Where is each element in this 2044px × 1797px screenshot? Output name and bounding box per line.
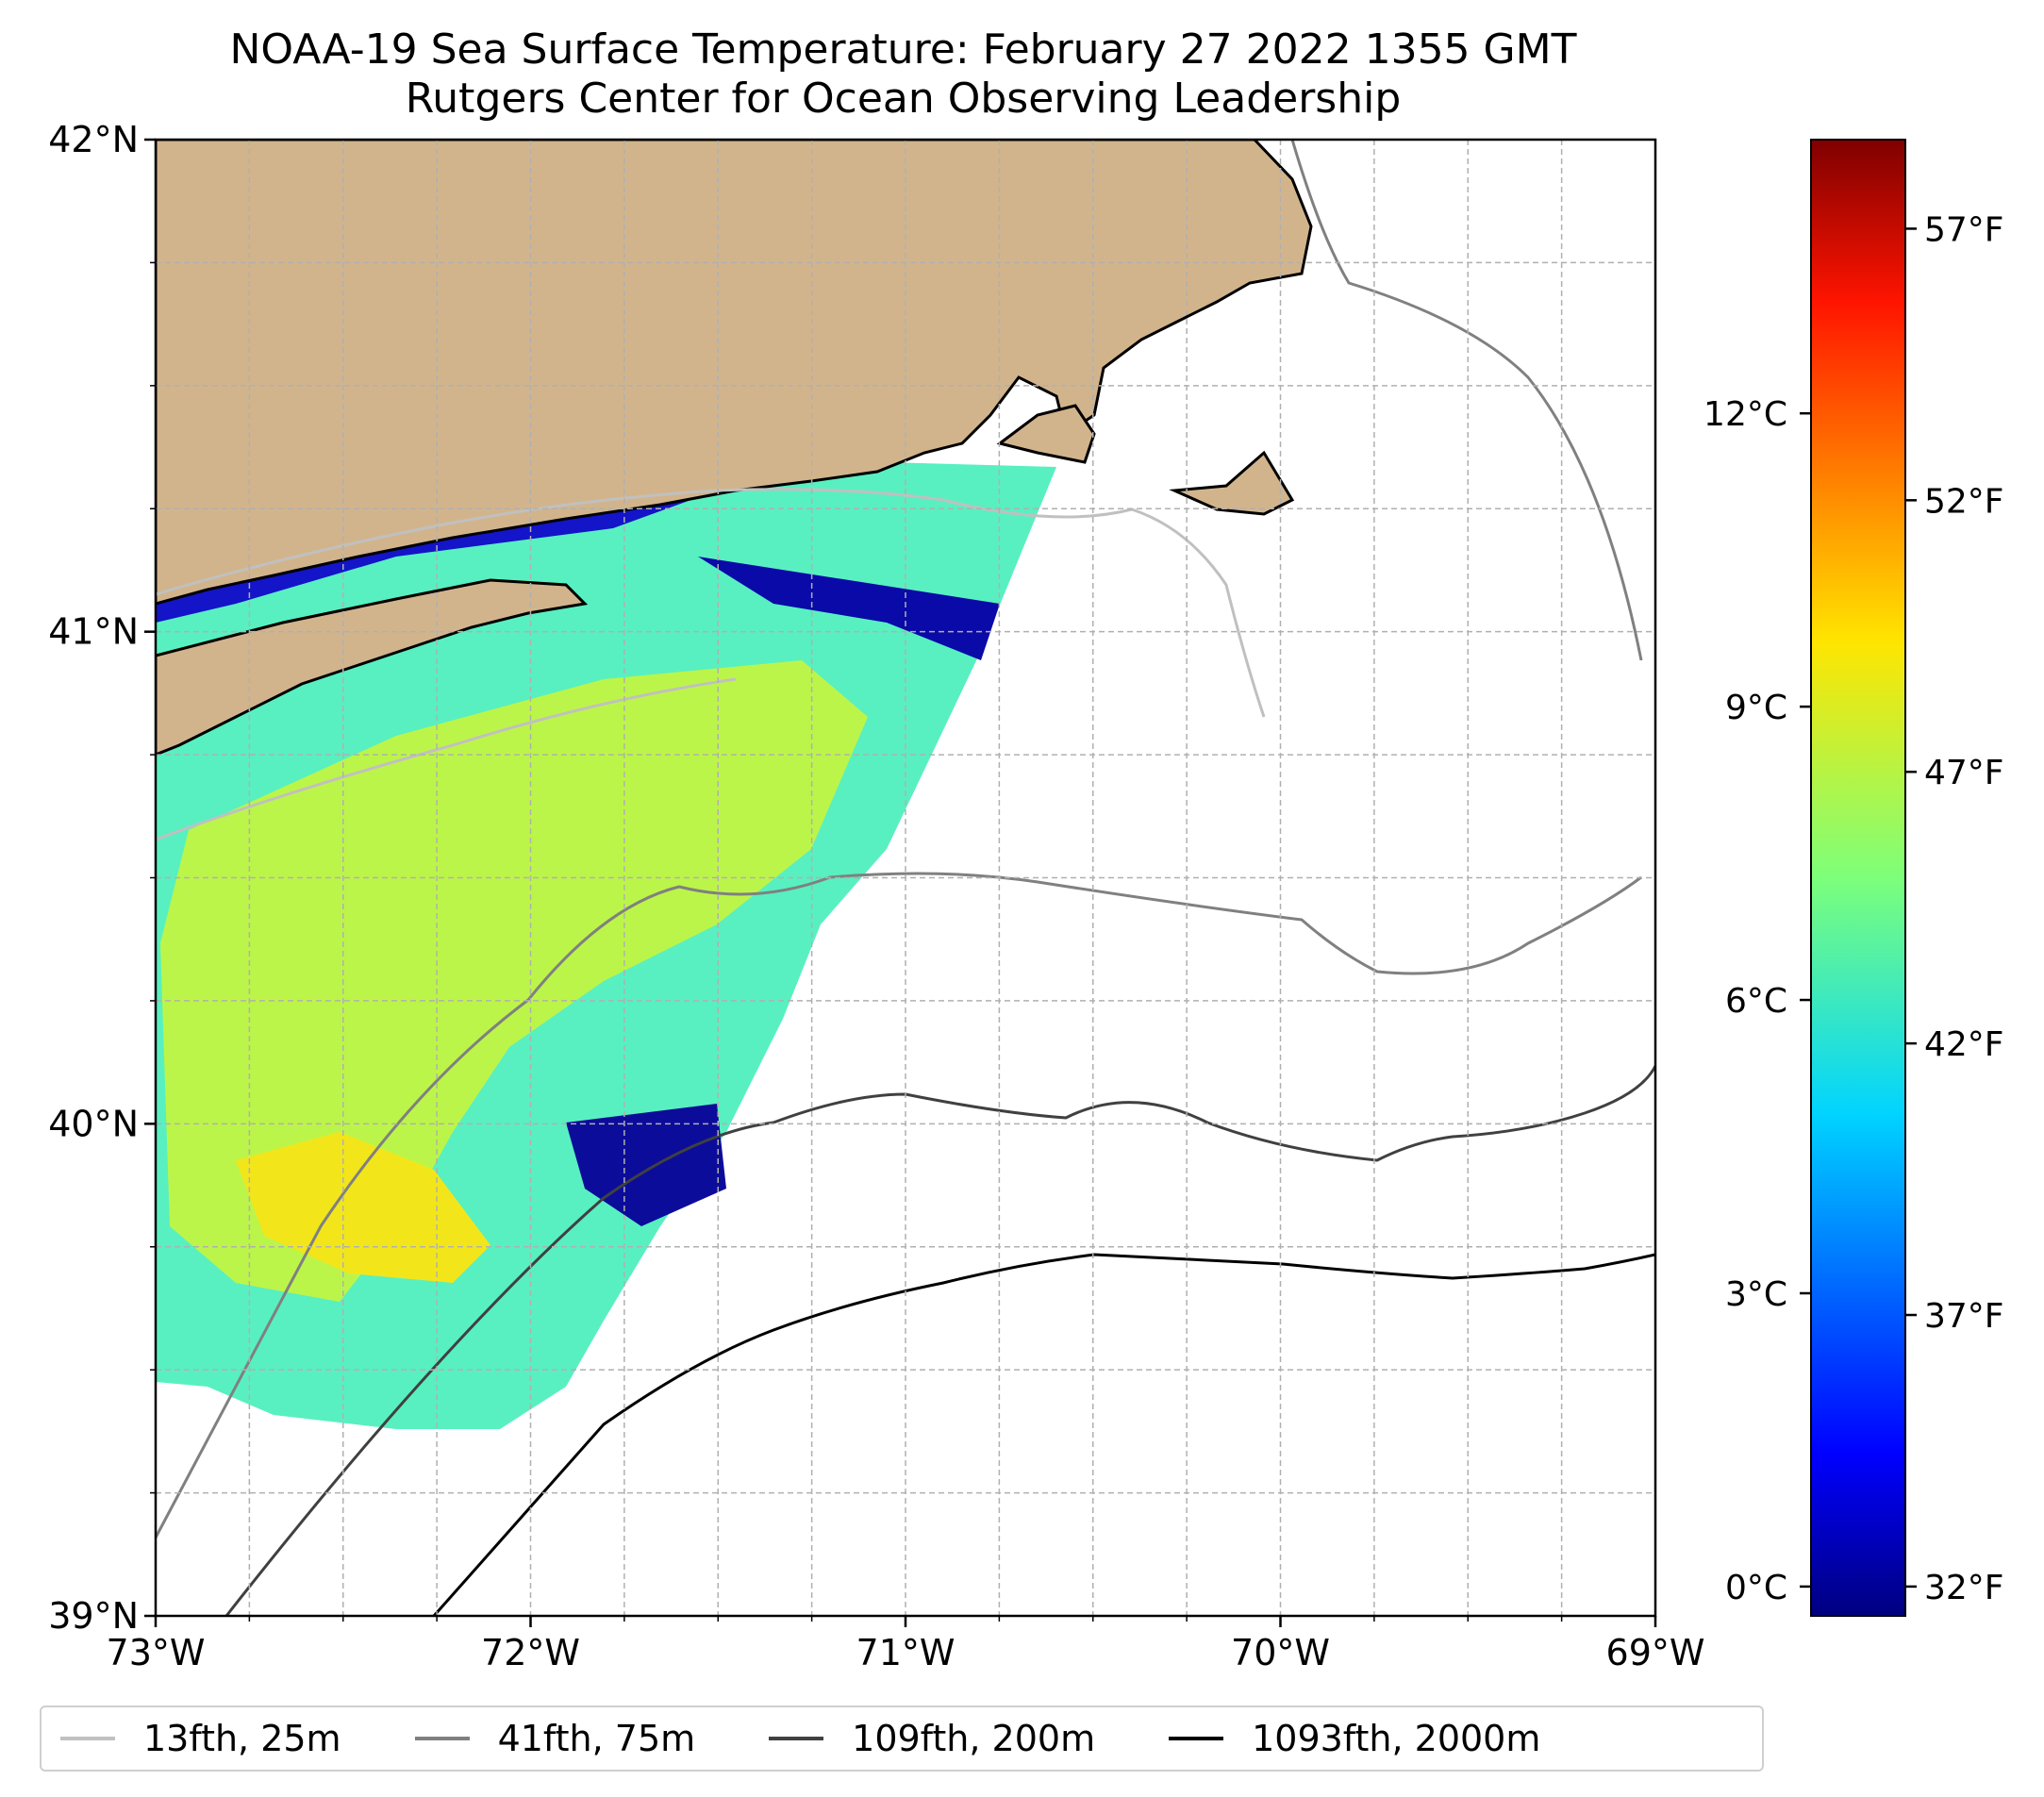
- land-nantucket: [1169, 450, 1295, 516]
- fahrenheit-tick-label: 42°F: [1924, 1025, 2004, 1064]
- legend-label: 41fth, 75m: [497, 1718, 696, 1759]
- lat-tick-label: 42°N: [48, 119, 139, 160]
- land-marthas-vineyard: [996, 404, 1096, 464]
- lat-tick-label: 39°N: [48, 1595, 139, 1637]
- legend-label: 13fth, 25m: [143, 1718, 341, 1759]
- sst-cold-sound: [698, 557, 1000, 660]
- lon-tick-label: 72°W: [481, 1632, 580, 1673]
- lon-tick-label: 70°W: [1231, 1632, 1330, 1673]
- fahrenheit-tick-label: 47°F: [1924, 754, 2004, 792]
- lat-axis: 42°N 41°N 40°N 39°N: [48, 119, 156, 1637]
- legend-label: 1093fth, 2000m: [1252, 1718, 1541, 1759]
- lon-tick-label: 73°W: [107, 1632, 206, 1673]
- fahrenheit-tick-label: 37°F: [1924, 1297, 2004, 1336]
- fahrenheit-tick-label: 52°F: [1924, 482, 2004, 521]
- legend-item: 1093fth, 2000m: [1169, 1718, 1540, 1759]
- legend-swatch: [60, 1737, 115, 1740]
- lat-tick-label: 40°N: [48, 1103, 139, 1144]
- celsius-tick-label: 0°C: [1725, 1569, 1787, 1607]
- contour-2000m: [432, 1253, 1655, 1616]
- land-new-england: [156, 140, 1313, 606]
- legend-swatch: [414, 1737, 470, 1740]
- land-long-island: [156, 578, 589, 757]
- contour-25m: [156, 488, 1266, 841]
- legend-item: 13fth, 25m: [60, 1718, 341, 1759]
- colorbar-celsius-axis: 0°C 3°C 6°C 9°C 12°C: [1703, 395, 1811, 1607]
- fahrenheit-tick-label: 32°F: [1924, 1569, 2004, 1607]
- legend-swatch: [1169, 1737, 1224, 1740]
- legend-item: 41fth, 75m: [414, 1718, 696, 1759]
- lat-tick-label: 41°N: [48, 611, 139, 653]
- contour-legend: 13fth, 25m 41fth, 75m 109fth, 200m 1093fth,…: [40, 1705, 1764, 1772]
- celsius-tick-label: 3°C: [1725, 1275, 1787, 1314]
- celsius-tick-label: 9°C: [1725, 689, 1787, 727]
- fahrenheit-tick-label: 57°F: [1924, 210, 2004, 249]
- lon-tick-label: 71°W: [856, 1632, 956, 1673]
- map-frame-content: [156, 140, 1655, 1616]
- celsius-tick-label: 6°C: [1725, 982, 1787, 1021]
- legend-item: 109fth, 200m: [769, 1718, 1095, 1759]
- colorbar: [1810, 139, 1906, 1617]
- contour-75m: [156, 140, 1643, 1539]
- celsius-tick-label: 12°C: [1703, 395, 1787, 434]
- legend-swatch: [769, 1737, 824, 1740]
- colorbar-fahrenheit-axis: 32°F 37°F 42°F 47°F 52°F 57°F: [1905, 210, 2004, 1607]
- lon-tick-label: 69°W: [1606, 1632, 1705, 1673]
- map-subtitle: Rutgers Center for Ocean Observing Leade…: [405, 75, 1402, 123]
- sst-warm-core: [236, 1132, 490, 1283]
- lon-axis: 73°W 72°W 71°W 70°W 69°W: [107, 1616, 1705, 1673]
- legend-label: 109fth, 200m: [852, 1718, 1096, 1759]
- contour-200m: [224, 1065, 1655, 1616]
- map-title: NOAA-19 Sea Surface Temperature: Februar…: [229, 25, 1577, 74]
